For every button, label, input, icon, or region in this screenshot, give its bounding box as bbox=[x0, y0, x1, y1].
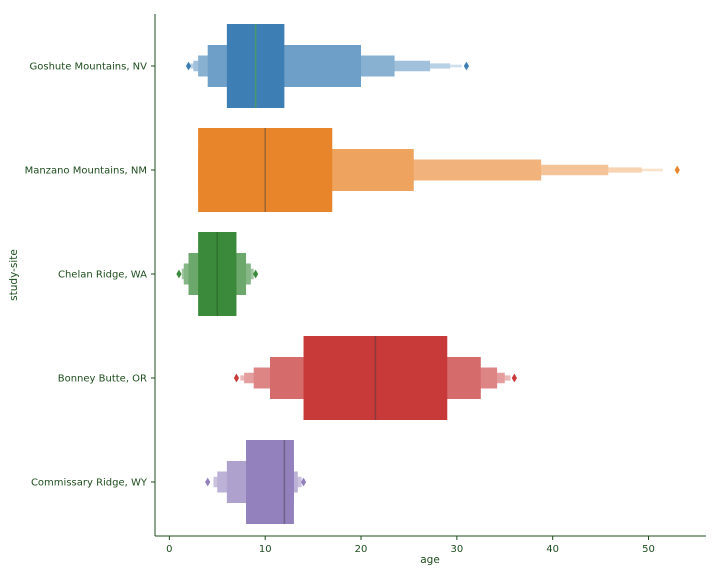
x-tick-label: 30 bbox=[450, 544, 463, 555]
outlier-point bbox=[253, 269, 259, 279]
series-group bbox=[185, 24, 470, 108]
outlier-point bbox=[300, 477, 307, 487]
x-tick-label: 20 bbox=[355, 544, 368, 555]
series-group bbox=[176, 232, 259, 316]
outlier-point bbox=[176, 269, 182, 279]
box-core bbox=[303, 336, 448, 420]
y-tick-label: Commissary Ridge, WY bbox=[31, 478, 148, 489]
y-tick-label: Chelan Ridge, WA bbox=[58, 270, 147, 281]
x-tick-label: 50 bbox=[642, 544, 655, 555]
x-tick-label: 40 bbox=[546, 544, 559, 555]
box-core bbox=[246, 440, 294, 524]
outlier-point bbox=[511, 373, 517, 383]
x-tick-label: 10 bbox=[259, 544, 272, 555]
series-group bbox=[198, 128, 680, 212]
outlier-point bbox=[674, 165, 680, 175]
series-group bbox=[205, 440, 307, 524]
y-axis-label: study-site bbox=[8, 249, 20, 301]
outlier-point bbox=[185, 61, 192, 71]
x-tick-label: 0 bbox=[166, 544, 172, 555]
y-tick-label: Manzano Mountains, NM bbox=[25, 166, 147, 177]
box-core bbox=[198, 128, 333, 212]
series-group bbox=[233, 336, 517, 420]
outlier-point bbox=[463, 61, 470, 71]
outlier-point bbox=[233, 373, 240, 383]
y-tick-label: Bonney Butte, OR bbox=[58, 374, 147, 385]
x-axis-label: age bbox=[420, 554, 440, 566]
y-tick-label: Goshute Mountains, NV bbox=[30, 62, 148, 73]
outlier-point bbox=[205, 477, 211, 487]
